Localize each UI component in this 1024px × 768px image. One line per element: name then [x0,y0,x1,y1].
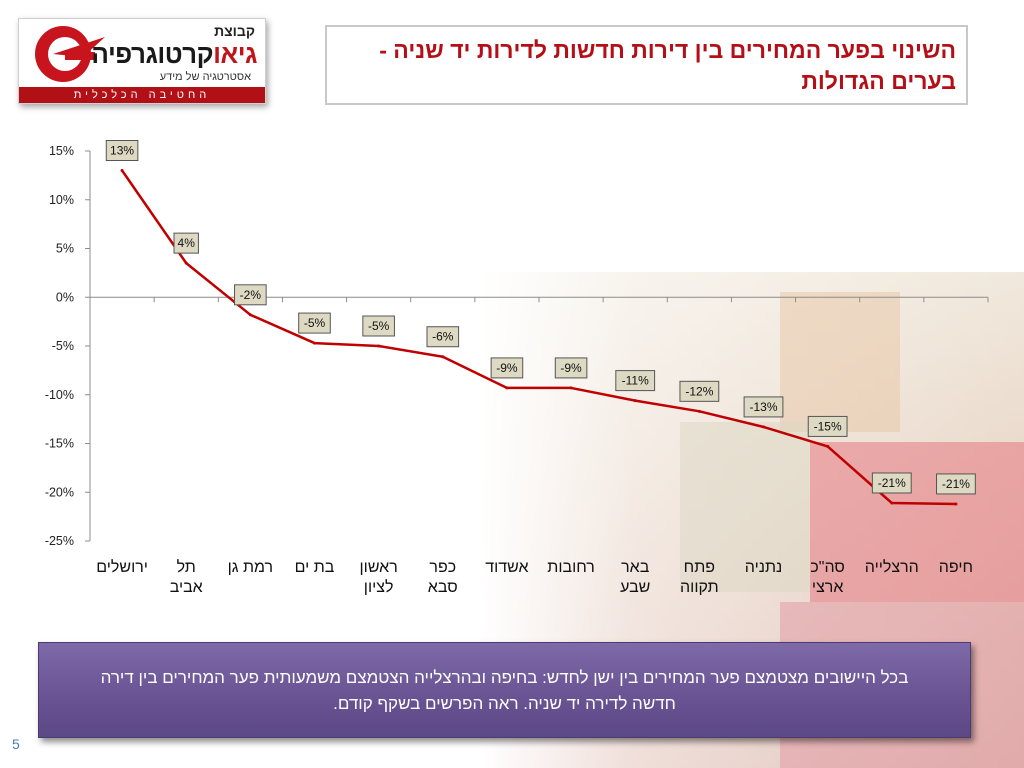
data-label-box [362,315,395,337]
category-label: בת ים [295,559,335,576]
y-axis-tick-label: -10% [45,388,74,402]
data-label-box [234,284,267,306]
category-label: אשדוד [485,559,528,576]
data-label: -21% [878,476,906,490]
category-label: פתח [684,559,715,576]
logo-emblem-icon [35,26,105,82]
collage-tile-peach [780,292,900,432]
category-labels: ירושלים תל אביב רמת גן בת ים ראשון לציון כפר סבא… [96,558,973,596]
data-point [762,425,765,429]
category-label: ירושלים [96,558,148,576]
y-axis-tick-label: -5% [52,339,74,353]
y-axis-tick-label: 10% [49,193,74,207]
logo-brand-small: קבוצת [214,23,255,39]
logo-footer: החטיבה הכלכלית [19,87,265,103]
data-label-box [554,357,588,379]
data-label-box [679,380,720,402]
y-axis-tick-label: 5% [56,242,74,256]
x-axis [89,296,989,303]
category-label: רחובות [547,559,595,576]
category-label: סבא [428,579,458,596]
category-label: באר [621,559,650,576]
data-label: -13% [749,400,777,414]
data-label-box [743,396,784,418]
price-gap-line-chart: 15% 10% 5% 0% -5% -10% -15% -20% -25% 13% 4% -2% -5… [45,140,989,596]
logo-brand-black: קרטוגרפיה [91,39,214,69]
data-label: -21% [942,477,970,491]
data-label-box [936,473,976,495]
data-label: -12% [685,384,713,398]
category-label: נתניה [745,559,782,576]
data-point [826,444,830,448]
y-axis-tick-label: -20% [45,485,74,499]
category-label: לציון [364,578,394,596]
y-axis-tick-label: 0% [56,290,74,304]
data-point [954,502,958,506]
category-label: אביב [170,579,203,596]
data-label: -9% [560,361,582,375]
data-label: -9% [496,361,518,375]
summary-note-text: בכל היישובים מצטמצם פער המחירים בין ישן … [100,668,909,713]
data-point [248,313,252,317]
category-label: רמת גן [228,559,273,576]
data-label-box [807,415,848,437]
data-series [120,169,958,506]
y-axis-tick-label: -25% [45,534,74,548]
category-label: הרצלייה [865,558,919,576]
data-point [633,399,637,403]
category-label: ראשון [360,559,398,576]
data-point [697,409,701,413]
data-label: -2% [240,288,262,302]
data-label: -11% [622,374,649,388]
data-label: -15% [814,419,842,433]
data-label: 4% [178,236,196,250]
collage-tile-map [680,422,810,592]
slide-title: השינוי בפער המחירים בין דירות חדשות לדיר… [379,37,956,94]
category-label: תל [177,558,196,576]
data-point [505,386,509,390]
data-label: -6% [432,330,454,344]
data-label-box [871,472,912,494]
series-line [121,169,956,506]
category-label: תקווה [680,579,719,596]
page-number: 5 [12,736,20,752]
y-axis-tick-label: 15% [49,144,74,158]
y-axis-tick-label: -15% [45,437,74,451]
category-label: חיפה [939,559,973,576]
data-label: -5% [304,316,326,330]
data-label-box [298,312,331,334]
data-point [569,386,573,390]
data-label-box [173,232,199,254]
category-label: כפר [429,559,456,576]
logo-tagline: אסטרטגיה של מידע [159,71,251,83]
data-point [890,501,894,505]
data-label: -5% [368,319,390,333]
slide-title-box: השינוי בפער המחירים בין דירות חדשות לדיר… [325,25,968,105]
company-logo: קבוצת גיאוקרטוגרפיה אסטרטגיה של מידע החט… [18,18,266,104]
data-label-box [105,140,139,161]
data-label-box [490,357,524,379]
data-point [184,261,188,265]
data-point [120,169,124,172]
data-point [313,341,316,345]
category-label: ארצי [812,579,843,596]
data-labels: 13% 4% -2% -5% -5% -6% -9% -9% -11% -12% -13% -15% -… [105,140,976,495]
data-label-box [426,326,460,348]
data-point [377,344,381,348]
data-point [441,355,445,359]
summary-note-box: בכל היישובים מצטמצם פער המחירים בין ישן … [38,642,971,738]
logo-brand-red: גיאו [213,39,257,69]
category-label: שבע [620,579,650,596]
category-label: סה"כ [810,559,845,576]
data-label-box [615,370,656,392]
collage-tile-red [810,442,1024,602]
logo-brand-name: גיאוקרטוגרפיה [91,39,257,70]
y-axis: 15% 10% 5% 0% -5% -10% -15% -20% -25% [45,144,91,548]
data-label: 13% [110,144,134,158]
